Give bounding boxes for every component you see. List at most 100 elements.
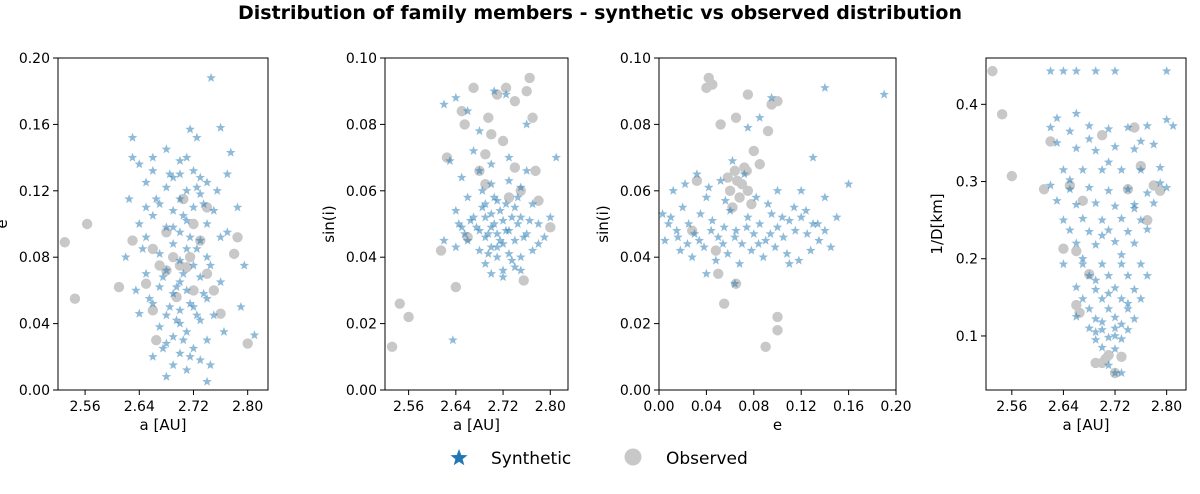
synthetic-point xyxy=(551,152,561,162)
synthetic-point xyxy=(202,177,212,187)
synthetic-point xyxy=(492,242,502,252)
observed-series xyxy=(987,65,1166,379)
synthetic-point xyxy=(185,351,195,361)
synthetic-point xyxy=(168,222,178,232)
synthetic-point xyxy=(1084,226,1094,236)
synthetic-point xyxy=(765,228,776,239)
synthetic-point xyxy=(1052,137,1062,147)
synthetic-point xyxy=(134,308,145,318)
synthetic-point xyxy=(161,371,172,381)
synthetic-point xyxy=(1123,303,1133,313)
synthetic-point xyxy=(498,238,508,248)
observed-point xyxy=(459,119,470,130)
y-tick-label: 0.06 xyxy=(346,184,377,200)
observed-point xyxy=(1071,245,1082,257)
synthetic-point xyxy=(507,255,517,265)
legend-label-synthetic: Synthetic xyxy=(491,449,571,469)
synthetic-point xyxy=(137,243,148,253)
synthetic-point xyxy=(660,235,670,245)
synthetic-point xyxy=(782,248,792,258)
observed-point xyxy=(147,305,159,316)
synthetic-point xyxy=(796,212,806,222)
observed-point xyxy=(208,285,220,296)
synthetic-point xyxy=(527,245,538,255)
observed-point xyxy=(509,162,521,173)
synthetic-point xyxy=(188,260,199,270)
synthetic-point xyxy=(1090,198,1101,208)
x-tick-label: 2.80 xyxy=(535,399,566,415)
synthetic-point xyxy=(1136,215,1146,225)
synthetic-point xyxy=(171,315,182,325)
synthetic-point xyxy=(805,245,816,255)
observed-point xyxy=(486,129,497,140)
synthetic-point xyxy=(545,212,556,222)
synthetic-point xyxy=(148,351,158,361)
synthetic-point xyxy=(1090,313,1101,324)
synthetic-point xyxy=(492,195,502,205)
observed-point xyxy=(772,95,783,107)
synthetic-point xyxy=(1103,124,1114,134)
synthetic-point xyxy=(178,335,189,345)
synthetic-point xyxy=(777,212,787,222)
synthetic-point xyxy=(127,152,138,162)
observed-point xyxy=(746,198,757,210)
synthetic-point xyxy=(770,242,780,252)
synthetic-point xyxy=(743,122,753,132)
observed-point xyxy=(736,178,748,190)
synthetic-point xyxy=(158,343,168,353)
x-tick-label: 0.20 xyxy=(880,399,911,415)
synthetic-point xyxy=(462,235,473,245)
synthetic-point xyxy=(495,235,505,245)
synthetic-point xyxy=(1110,283,1120,293)
observed-point xyxy=(1154,185,1166,196)
synthetic-point xyxy=(439,99,449,109)
synthetic-point xyxy=(1129,203,1140,213)
synthetic-point xyxy=(701,192,712,202)
y-tick-label: 0.00 xyxy=(620,383,651,399)
y-axis-label: sin(i) xyxy=(320,205,338,242)
synthetic-point xyxy=(1110,236,1120,246)
synthetic-point xyxy=(706,225,716,235)
synthetic-point xyxy=(188,343,199,353)
synthetic-point xyxy=(185,124,195,134)
observed-point xyxy=(81,218,93,230)
synthetic-point xyxy=(148,152,158,162)
synthetic-point xyxy=(1045,180,1056,190)
synthetic-point xyxy=(507,212,517,222)
synthetic-point xyxy=(1090,145,1101,155)
synthetic-point xyxy=(794,255,804,265)
observed-point xyxy=(1045,136,1056,147)
synthetic-point xyxy=(141,202,151,212)
synthetic-point xyxy=(820,82,830,92)
observed-point xyxy=(1096,130,1108,141)
synthetic-point xyxy=(1058,164,1069,174)
x-tick-label: 2.72 xyxy=(1099,399,1130,415)
synthetic-point xyxy=(1110,141,1120,151)
synthetic-point xyxy=(486,268,497,278)
synthetic-point xyxy=(1078,259,1088,269)
synthetic-point xyxy=(456,222,467,232)
synthetic-point xyxy=(222,169,233,179)
synthetic-point xyxy=(521,119,532,129)
synthetic-point xyxy=(758,252,769,262)
synthetic-point xyxy=(527,199,538,209)
synthetic-point xyxy=(120,252,131,262)
synthetic-point xyxy=(1045,66,1056,76)
synthetic-point xyxy=(1161,182,1172,192)
observed-point xyxy=(772,325,783,336)
observed-point xyxy=(524,72,535,84)
synthetic-point xyxy=(657,209,668,219)
observed-point xyxy=(734,192,745,203)
observed-point xyxy=(521,86,532,97)
observed-point xyxy=(718,298,730,309)
synthetic-point xyxy=(225,147,236,157)
synthetic-point xyxy=(701,268,712,278)
synthetic-point xyxy=(801,205,811,215)
y-axis-label: 1/D[km] xyxy=(928,193,946,254)
synthetic-point xyxy=(753,238,764,248)
axes-frame xyxy=(985,57,1187,391)
synthetic-point xyxy=(1065,225,1075,235)
synthetic-point xyxy=(760,235,771,245)
y-tick-label: 0.02 xyxy=(620,317,651,333)
observed-point xyxy=(742,185,754,196)
